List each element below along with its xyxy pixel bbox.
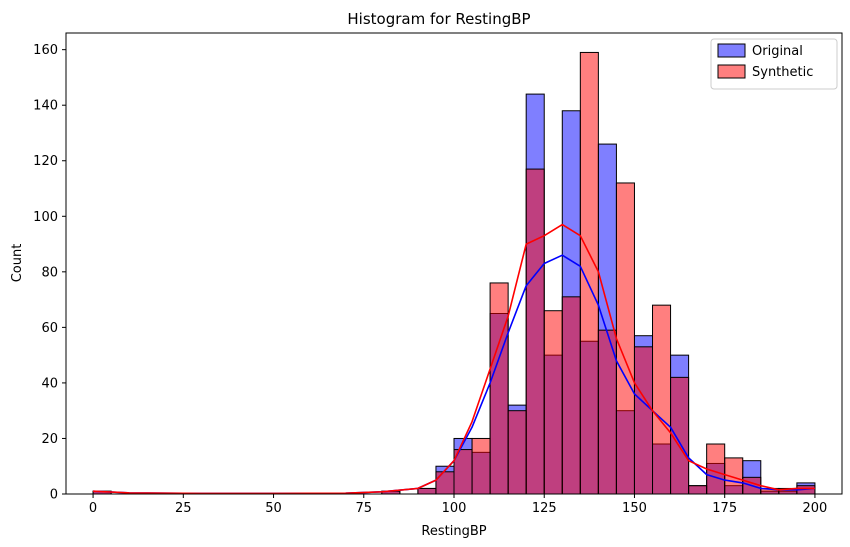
- legend-label-original: Original: [752, 44, 803, 59]
- x-tick-label: 200: [803, 501, 828, 516]
- legend: Original Synthetic: [710, 38, 838, 90]
- y-axis-label: Count: [10, 244, 25, 283]
- synthetic-bar: [615, 182, 635, 495]
- x-tick-label: 25: [175, 501, 192, 516]
- x-axis-label: RestingBP: [421, 524, 486, 539]
- y-tick-label: 160: [33, 43, 58, 58]
- legend-swatch-original: [717, 43, 746, 58]
- y-tick-label: 140: [33, 99, 58, 114]
- original-bars: [92, 93, 816, 495]
- x-tick-label: 125: [532, 501, 557, 516]
- synthetic-kde-line: [93, 223, 815, 495]
- kde-lines: [93, 223, 815, 495]
- synthetic-bar: [507, 410, 527, 495]
- synthetic-bar: [633, 346, 654, 495]
- synthetic-bar: [561, 296, 581, 495]
- synthetic-bar: [688, 485, 708, 495]
- synthetic-bar: [435, 471, 455, 495]
- synthetic-bar: [525, 168, 545, 495]
- synthetic-bar: [417, 487, 437, 495]
- x-tick-label: 100: [442, 501, 467, 516]
- legend-swatch-synthetic: [717, 64, 746, 79]
- x-tick-label: 150: [622, 501, 647, 516]
- y-tick-label: 60: [41, 321, 58, 336]
- y-tick-label: 20: [41, 432, 58, 447]
- x-axis-ticks: 0 25 50 75 100 125 150 175 200: [89, 494, 827, 516]
- chart-title: Histogram for RestingBP: [347, 10, 530, 28]
- plot-frame: [65, 32, 843, 495]
- y-axis-ticks: 0 20 40 60 80 100 120 140 160: [33, 43, 66, 503]
- synthetic-bar: [471, 437, 491, 495]
- y-tick-label: 40: [41, 376, 58, 391]
- x-tick-label: 175: [712, 501, 737, 516]
- x-tick-label: 0: [89, 501, 97, 516]
- y-tick-label: 120: [33, 154, 58, 169]
- synthetic-bar: [543, 310, 563, 495]
- y-tick-label: 100: [33, 210, 58, 225]
- legend-label-synthetic: Synthetic: [752, 65, 813, 80]
- synthetic-bar: [489, 282, 509, 495]
- x-tick-label: 75: [355, 501, 372, 516]
- x-tick-label: 50: [265, 501, 282, 516]
- y-tick-label: 0: [50, 488, 58, 503]
- synthetic-bar: [652, 304, 672, 495]
- synthetic-bars: [92, 51, 816, 495]
- y-tick-label: 80: [41, 265, 58, 280]
